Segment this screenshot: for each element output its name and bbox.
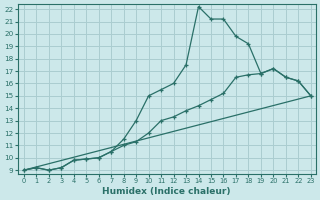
X-axis label: Humidex (Indice chaleur): Humidex (Indice chaleur)	[102, 187, 231, 196]
